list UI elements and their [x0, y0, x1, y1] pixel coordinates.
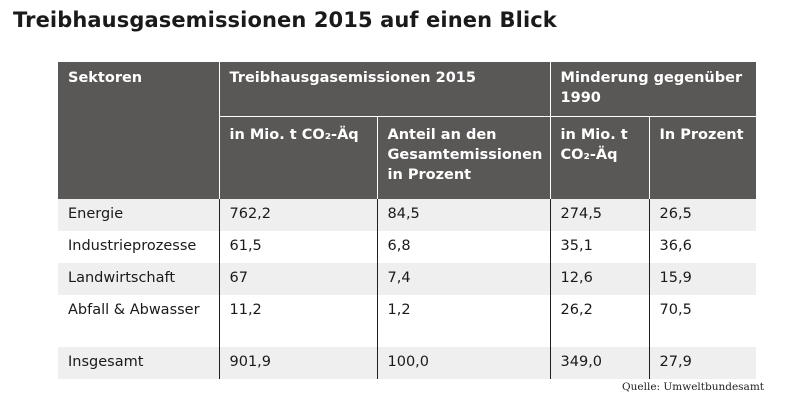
cell-reduction-percent: 15,9 [649, 263, 757, 295]
table-row-total: Insgesamt 901,9 100,0 349,0 27,9 [58, 347, 757, 379]
cell-reduction-percent: 26,5 [649, 199, 757, 231]
cell-share: 7,4 [377, 263, 551, 295]
cell-reduction-mio-t: 12,6 [550, 263, 650, 295]
cell-share: 6,8 [377, 231, 551, 263]
table-row: Industrieprozesse 61,5 6,8 35,1 36,6 [58, 231, 757, 263]
cell-sector: Landwirtschaft [58, 263, 220, 295]
emissions-table: Sektoren Treibhausgasemissionen 2015 Min… [58, 62, 757, 379]
header-share-percent: Anteil an den Gesamtemissionen in Prozen… [377, 116, 551, 199]
table-row: Energie 762,2 84,5 274,5 26,5 [58, 199, 757, 231]
page-title: Treibhausgasemissionen 2015 auf einen Bl… [13, 8, 557, 32]
cell-mio-t: 61,5 [219, 231, 378, 263]
cell-mio-t: 901,9 [219, 347, 378, 379]
cell-reduction-percent: 70,5 [649, 295, 757, 347]
cell-reduction-mio-t: 26,2 [550, 295, 650, 347]
cell-share: 1,2 [377, 295, 551, 347]
header-mio-t-reduction: in Mio. t CO₂-Äq [550, 116, 650, 199]
cell-sector: Abfall & Abwasser [58, 295, 220, 347]
source-note: Quelle: Umweltbundesamt [622, 381, 764, 393]
header-reduction-percent: In Prozent [649, 116, 757, 199]
cell-share: 100,0 [377, 347, 551, 379]
header-reduction-1990: Minderung gegenüber 1990 [550, 62, 757, 117]
header-sectors: Sektoren [58, 62, 220, 199]
cell-sector: Energie [58, 199, 220, 231]
table-row: Landwirtschaft 67 7,4 12,6 15,9 [58, 263, 757, 295]
cell-reduction-percent: 36,6 [649, 231, 757, 263]
cell-mio-t: 11,2 [219, 295, 378, 347]
cell-reduction-percent: 27,9 [649, 347, 757, 379]
cell-sector: Industrieprozesse [58, 231, 220, 263]
cell-reduction-mio-t: 274,5 [550, 199, 650, 231]
cell-mio-t: 762,2 [219, 199, 378, 231]
header-emissions-2015: Treibhausgasemissionen 2015 [219, 62, 551, 117]
table-row: Abfall & Abwasser 11,2 1,2 26,2 70,5 [58, 295, 757, 347]
header-mio-t-emissions: in Mio. t CO₂-Äq [219, 116, 378, 199]
cell-share: 84,5 [377, 199, 551, 231]
cell-reduction-mio-t: 349,0 [550, 347, 650, 379]
cell-sector: Insgesamt [58, 347, 220, 379]
cell-mio-t: 67 [219, 263, 378, 295]
cell-reduction-mio-t: 35,1 [550, 231, 650, 263]
